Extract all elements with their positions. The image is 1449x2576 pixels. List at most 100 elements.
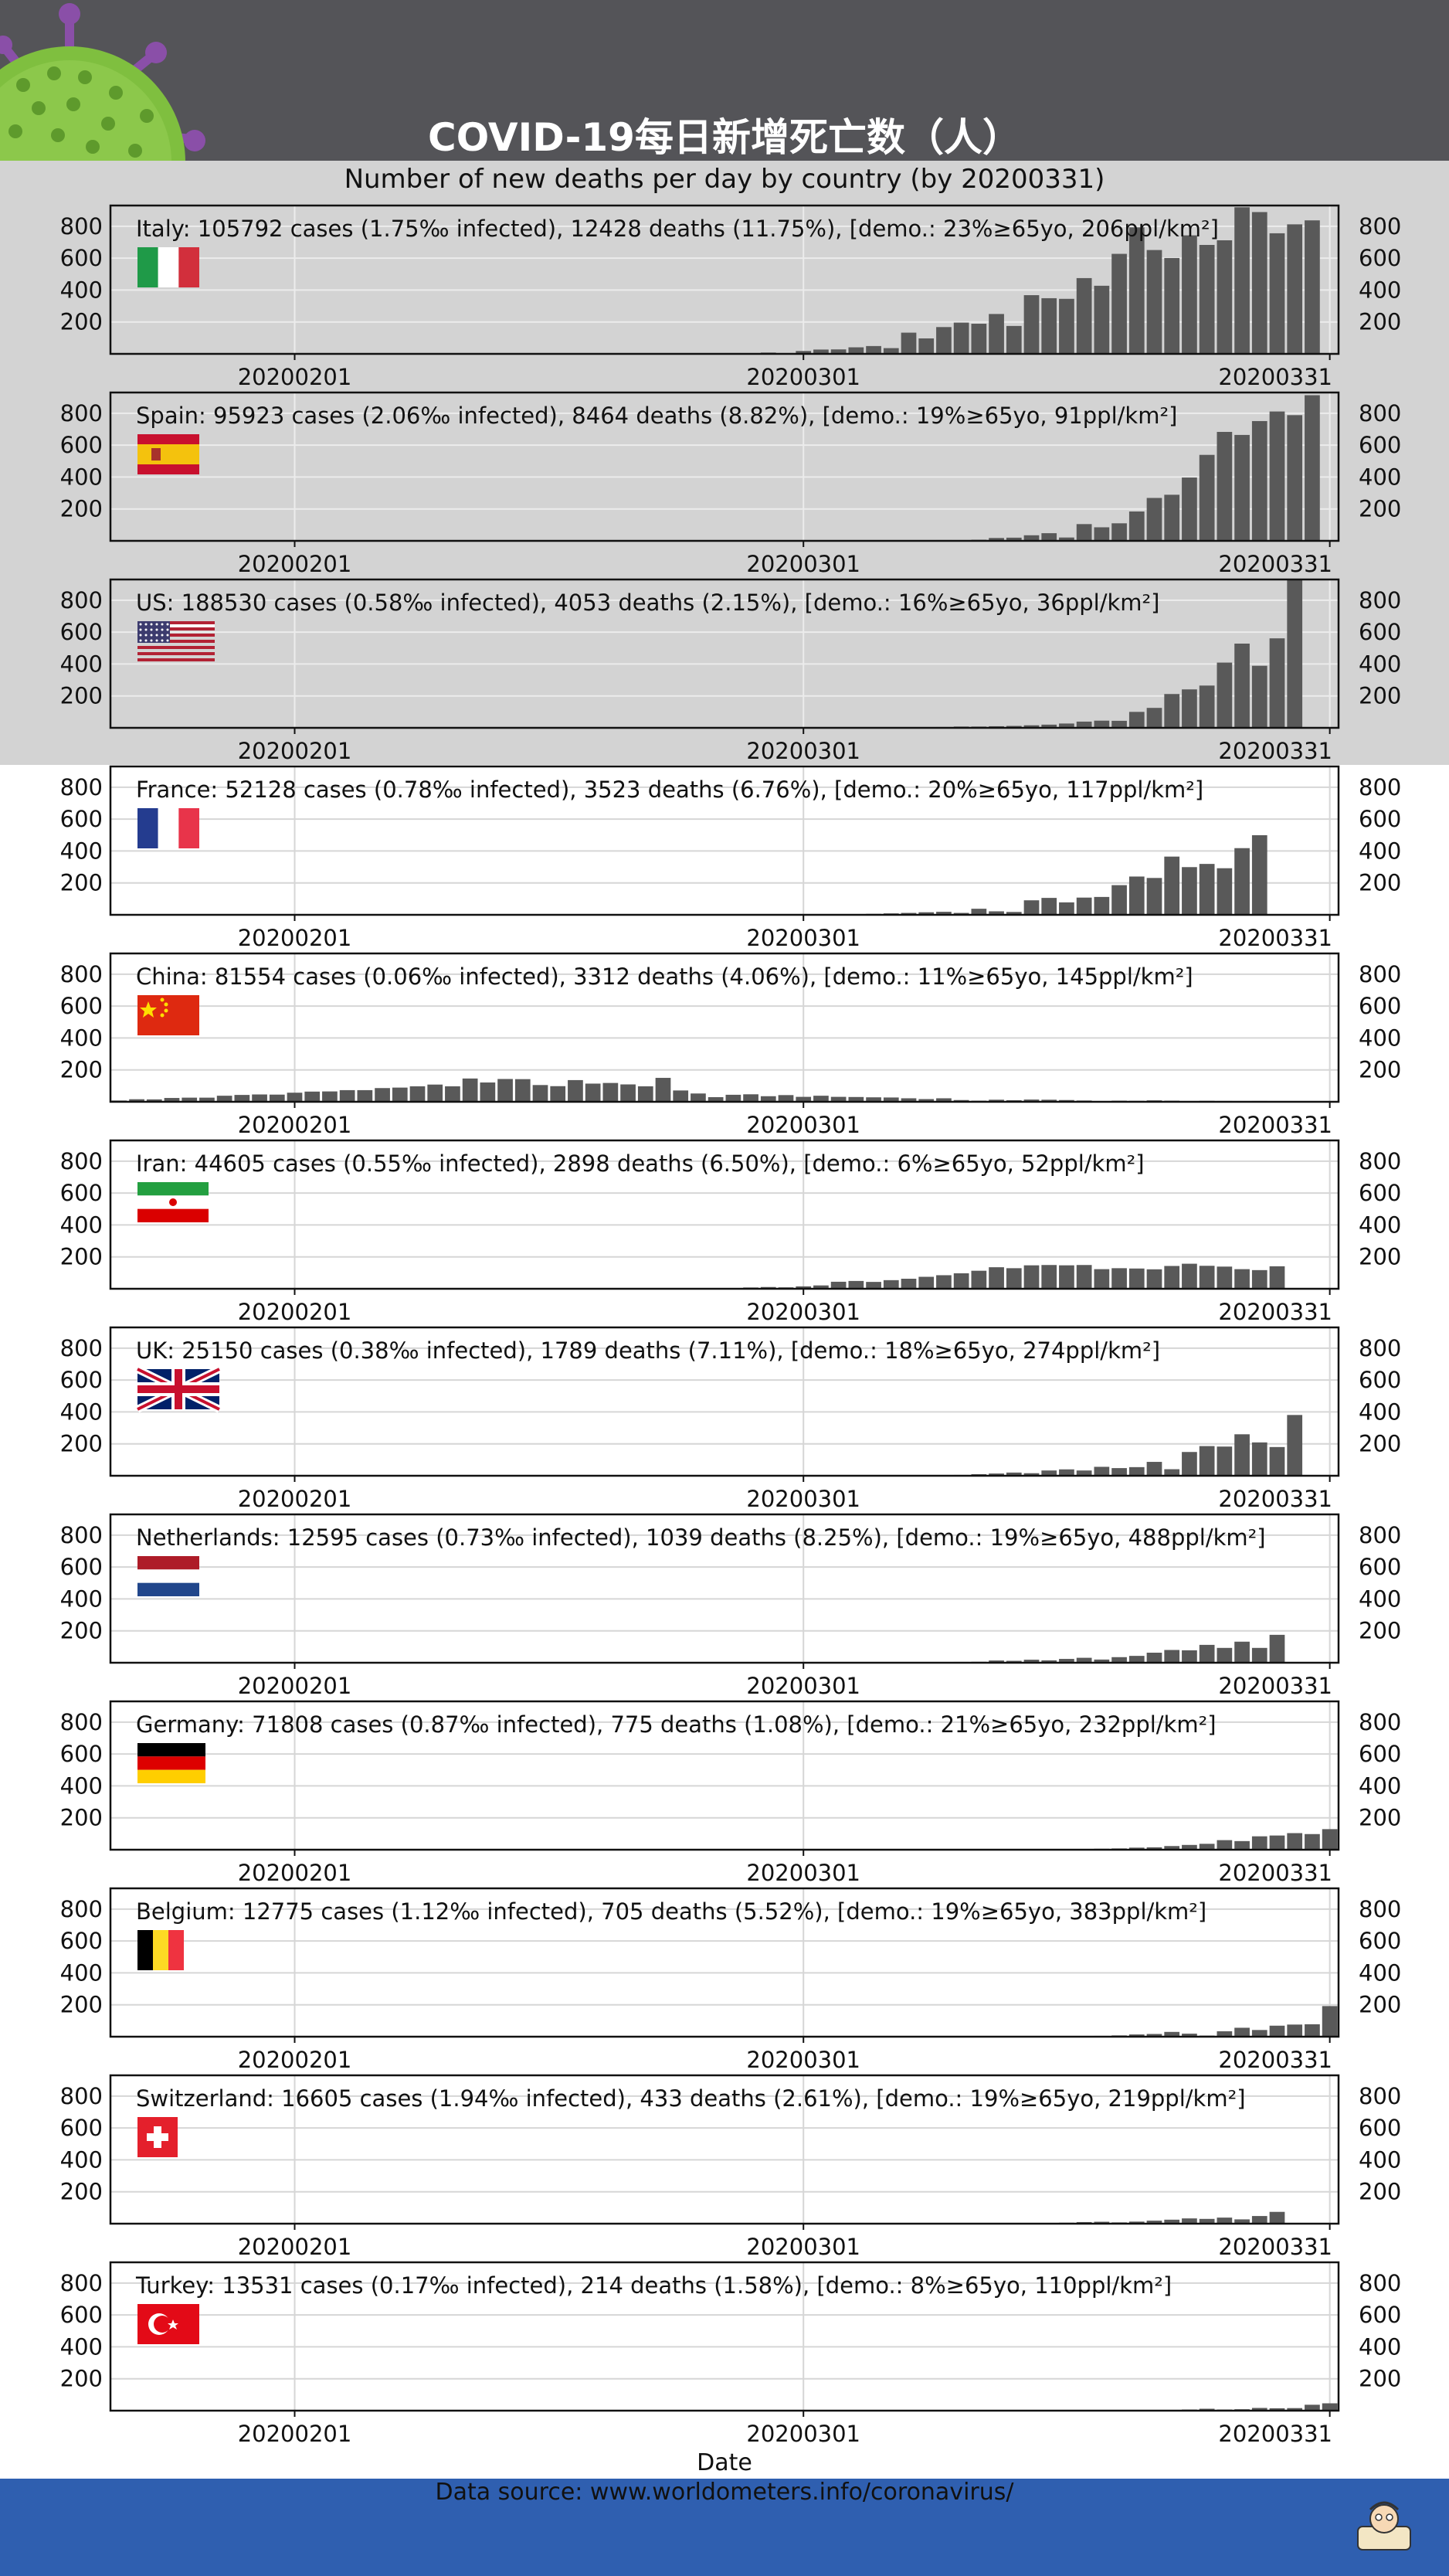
y-tick-label: 800 xyxy=(1359,1709,1401,1735)
panel-us: 200 200 400 400 600 600 800 800 20200201 20200301… xyxy=(60,578,1401,764)
header-bar xyxy=(0,0,1449,161)
bar xyxy=(620,1084,636,1102)
y-tick-label: 600 xyxy=(60,806,103,832)
y-tick-label: 600 xyxy=(60,1741,103,1767)
y-tick-label: 600 xyxy=(60,2115,103,2141)
bar xyxy=(1023,1099,1040,1102)
plot-frame xyxy=(109,1139,1340,1290)
x-tick-label: 20200301 xyxy=(746,364,860,390)
y-tick-label: 800 xyxy=(60,1148,103,1174)
x-tick-label: 20200201 xyxy=(238,738,352,764)
y-tick-label: 400 xyxy=(1359,1772,1401,1799)
x-tick-label: 20200331 xyxy=(1218,1112,1332,1138)
x-tick-label: 20200331 xyxy=(1218,1673,1332,1699)
bar xyxy=(1041,1099,1057,1102)
panel-switzerland: 200 200 400 400 600 600 800 800 20200201 20200301… xyxy=(60,2074,1401,2260)
bar xyxy=(1006,1472,1022,1476)
y-tick-label: 400 xyxy=(60,1772,103,1799)
bar xyxy=(918,1099,935,1102)
bar xyxy=(1182,689,1197,728)
us-flag xyxy=(137,621,215,661)
bar xyxy=(1146,1652,1162,1663)
bar xyxy=(1076,1657,1092,1663)
bar xyxy=(1006,1268,1022,1289)
x-axis-label: Date xyxy=(697,2449,752,2476)
y-tick-label: 200 xyxy=(60,1805,103,1831)
bar xyxy=(936,1275,952,1289)
panel-china: 200 200 400 400 600 600 800 800 20200201 20200301… xyxy=(60,952,1401,1138)
bar xyxy=(1128,1466,1145,1476)
x-tick-label: 20200331 xyxy=(1218,1860,1332,1886)
y-tick-label: 400 xyxy=(60,1398,103,1425)
y-tick-label: 400 xyxy=(60,1585,103,1612)
bar xyxy=(1199,685,1215,728)
bar xyxy=(989,1099,1004,1102)
bar xyxy=(1251,834,1267,915)
y-tick-label: 800 xyxy=(60,1896,103,1922)
bar xyxy=(1234,643,1250,728)
y-tick-label: 200 xyxy=(1359,1618,1401,1644)
bar xyxy=(778,1095,794,1102)
country-info: France: 52128 cases (0.78‰ infected), 35… xyxy=(136,777,1203,803)
bar xyxy=(1023,1265,1040,1289)
bar xyxy=(1041,1470,1057,1476)
x-tick-label: 20200331 xyxy=(1218,738,1332,764)
y-tick-label: 200 xyxy=(1359,683,1401,709)
bar xyxy=(1059,1265,1074,1289)
y-tick-label: 200 xyxy=(1359,496,1401,522)
y-tick-label: 600 xyxy=(60,1554,103,1580)
bar xyxy=(1217,1840,1233,1850)
bar xyxy=(655,1078,671,1102)
y-tick-label: 600 xyxy=(60,1367,103,1393)
bar xyxy=(1234,848,1250,915)
bar xyxy=(550,1086,566,1102)
bar xyxy=(1111,1268,1127,1289)
y-tick-label: 600 xyxy=(60,1180,103,1206)
bar xyxy=(691,1093,706,1102)
bar xyxy=(1199,1266,1215,1289)
bar xyxy=(1182,1844,1197,1850)
bar xyxy=(1111,253,1127,354)
bar xyxy=(1128,712,1145,728)
y-tick-label: 800 xyxy=(60,961,103,987)
y-tick-label: 800 xyxy=(60,1522,103,1548)
bar xyxy=(1146,1462,1162,1476)
bar xyxy=(989,1267,1004,1289)
bar xyxy=(1146,1847,1162,1850)
switzerland-flag xyxy=(137,2117,178,2157)
plot-frame xyxy=(109,578,1340,729)
plot-frame xyxy=(109,765,1340,916)
virus-icon xyxy=(0,3,205,161)
bar xyxy=(1006,912,1022,915)
bar xyxy=(1076,1470,1092,1476)
bar xyxy=(1164,1469,1180,1476)
bar xyxy=(1234,1641,1250,1663)
x-tick-label: 20200201 xyxy=(238,1860,352,1886)
y-tick-label: 800 xyxy=(1359,587,1401,613)
bar xyxy=(848,1096,864,1102)
panel-uk: 200 200 400 400 600 600 800 800 20200201 20200301… xyxy=(60,1326,1401,1512)
bar xyxy=(1287,1833,1303,1850)
country-info: Turkey: 13531 cases (0.17‰ infected), 21… xyxy=(135,2272,1172,2299)
y-tick-label: 200 xyxy=(60,2179,103,2205)
y-tick-label: 400 xyxy=(1359,1025,1401,1051)
bar xyxy=(883,348,899,354)
plot-frame xyxy=(109,2074,1340,2225)
bar xyxy=(1217,1446,1233,1476)
bar xyxy=(1076,1265,1092,1289)
plot-frame xyxy=(109,1326,1340,1477)
y-tick-label: 400 xyxy=(60,464,103,490)
y-tick-label: 400 xyxy=(1359,651,1401,677)
bar xyxy=(918,912,935,915)
bar xyxy=(146,1099,162,1102)
bar xyxy=(1059,1469,1074,1476)
bar xyxy=(445,1086,460,1102)
y-tick-label: 800 xyxy=(1359,1522,1401,1548)
y-tick-label: 600 xyxy=(60,1928,103,1954)
bar xyxy=(1305,2404,1320,2411)
plot-area xyxy=(110,1140,1339,1289)
bar xyxy=(1023,900,1040,915)
bar xyxy=(1269,2211,1285,2224)
bar xyxy=(1287,224,1303,354)
bar xyxy=(1023,1473,1040,1476)
